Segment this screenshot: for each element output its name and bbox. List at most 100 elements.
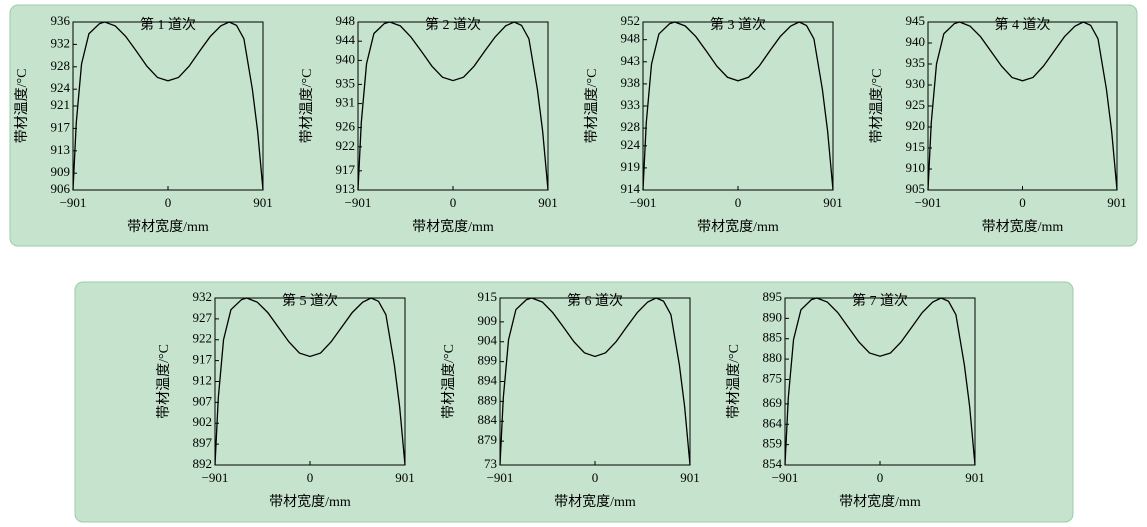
chart-title: 第 4 道次: [995, 16, 1051, 33]
y-tick-label: 935: [906, 55, 926, 70]
y-tick-label: 930: [906, 76, 926, 91]
x-tick-label: −901: [345, 195, 372, 210]
y-tick-label: 921: [51, 97, 71, 112]
y-tick-label: 938: [621, 75, 641, 90]
x-tick-label: 0: [735, 195, 742, 210]
y-tick-label: 917: [51, 119, 71, 134]
y-tick-label: 915: [478, 289, 498, 304]
y-tick-label: 890: [763, 309, 783, 324]
temperature-line: [784, 297, 976, 466]
y-tick-label: 935: [336, 75, 356, 90]
x-tick-label: −901: [772, 470, 799, 485]
y-tick-label: 944: [336, 32, 356, 47]
x-axis-label: 带材宽度/mm: [269, 493, 351, 510]
y-tick-label: 932: [193, 289, 213, 304]
y-tick-label: 912: [193, 372, 213, 387]
panel-bottom: [74, 281, 1074, 523]
y-tick-label: 880: [763, 350, 783, 365]
temperature-line: [214, 297, 406, 466]
y-axis-label: 带材温度/°C: [156, 344, 172, 419]
y-tick-label: 922: [336, 138, 356, 153]
y-axis-label: 带材温度/°C: [14, 69, 30, 144]
x-tick-label: 901: [395, 470, 415, 485]
x-tick-label: 901: [680, 470, 700, 485]
y-tick-label: 933: [621, 97, 641, 112]
y-axis-label: 带材温度/°C: [299, 69, 315, 144]
chart-title: 第 1 道次: [140, 16, 196, 33]
y-tick-label: 906: [51, 181, 71, 196]
x-tick-label: −901: [915, 195, 942, 210]
x-axis-label: 带材宽度/mm: [127, 218, 209, 235]
y-tick-label: 869: [763, 395, 783, 410]
y-tick-label: 913: [51, 142, 71, 157]
x-tick-label: 901: [538, 195, 558, 210]
x-tick-label: 0: [592, 470, 599, 485]
y-tick-label: 919: [621, 159, 641, 174]
y-tick-label: 879: [478, 432, 498, 447]
panel-top: [9, 4, 1138, 247]
y-tick-label: 73: [484, 456, 497, 471]
y-tick-label: 885: [763, 330, 783, 345]
y-tick-label: 910: [906, 160, 926, 175]
x-axis-label: 带材宽度/mm: [412, 218, 494, 235]
y-tick-label: 904: [478, 333, 498, 348]
x-tick-label: 0: [165, 195, 172, 210]
y-tick-label: 917: [193, 352, 213, 367]
y-tick-label: 928: [621, 119, 641, 134]
y-tick-label: 952: [621, 13, 641, 28]
y-tick-label: 902: [193, 414, 213, 429]
y-tick-label: 924: [51, 80, 71, 95]
chart-title: 第 3 道次: [710, 16, 766, 33]
y-tick-label: 905: [906, 181, 926, 196]
chart-title: 第 6 道次: [567, 292, 623, 309]
y-tick-label: 875: [763, 370, 783, 385]
y-tick-label: 884: [478, 412, 498, 427]
x-tick-label: 0: [877, 470, 884, 485]
x-axis-label: 带材宽度/mm: [839, 493, 921, 510]
x-tick-label: −901: [487, 470, 514, 485]
y-tick-label: 932: [51, 35, 71, 50]
y-tick-label: 913: [336, 181, 356, 196]
y-tick-label: 907: [193, 393, 213, 408]
x-axis-label: 带材宽度/mm: [982, 218, 1064, 235]
y-axis-label: 带材温度/°C: [441, 344, 457, 419]
y-tick-label: 892: [193, 456, 213, 471]
y-tick-label: 864: [763, 415, 783, 430]
x-tick-label: 901: [1107, 195, 1127, 210]
y-tick-label: 943: [621, 53, 641, 68]
y-tick-label: 922: [193, 331, 213, 346]
chart-title: 第 5 道次: [282, 292, 338, 309]
y-tick-label: 940: [336, 51, 356, 66]
x-tick-label: −901: [630, 195, 657, 210]
y-tick-label: 897: [193, 435, 213, 450]
y-tick-label: 920: [906, 118, 926, 133]
x-tick-label: 901: [253, 195, 273, 210]
y-tick-label: 895: [763, 289, 783, 304]
y-tick-label: 945: [906, 13, 926, 28]
y-tick-label: 931: [336, 95, 356, 110]
y-tick-label: 927: [193, 310, 213, 325]
x-axis-label: 带材宽度/mm: [697, 218, 779, 235]
y-tick-label: 925: [906, 97, 926, 112]
chart-title: 第 7 道次: [852, 292, 908, 309]
y-tick-label: 889: [478, 392, 498, 407]
y-tick-label: 917: [336, 162, 356, 177]
y-tick-label: 859: [763, 436, 783, 451]
temperature-line: [642, 21, 834, 191]
y-tick-label: 936: [51, 13, 71, 28]
x-tick-label: 0: [1019, 195, 1026, 210]
y-tick-label: 924: [621, 137, 641, 152]
y-tick-label: 948: [336, 13, 356, 28]
x-tick-label: 0: [450, 195, 457, 210]
chart-title: 第 2 道次: [425, 16, 481, 33]
y-axis-label: 带材温度/°C: [584, 69, 600, 144]
temperature-line: [72, 21, 264, 191]
temperature-line: [357, 21, 549, 191]
y-tick-label: 899: [478, 353, 498, 368]
y-tick-label: 928: [51, 58, 71, 73]
y-tick-label: 948: [621, 31, 641, 46]
x-axis-label: 带材宽度/mm: [554, 493, 636, 510]
temperature-line: [927, 21, 1118, 191]
x-tick-label: −901: [202, 470, 229, 485]
x-tick-label: 901: [965, 470, 985, 485]
